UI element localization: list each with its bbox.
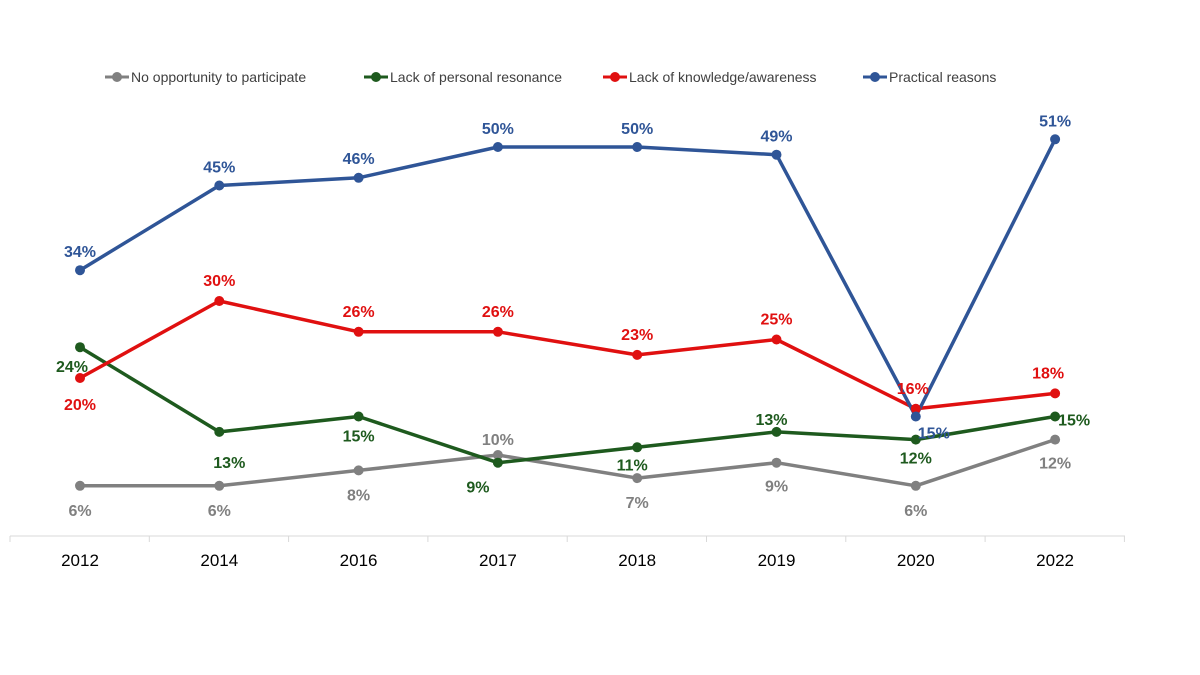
data-point — [492, 142, 503, 152]
data-point — [632, 142, 643, 152]
data-label: 49% — [760, 129, 792, 146]
data-label: 13% — [213, 455, 245, 472]
data-point — [492, 326, 503, 337]
data-point — [492, 457, 503, 468]
x-tick-label: 2012 — [61, 551, 99, 570]
data-label: 26% — [343, 304, 375, 321]
data-point — [214, 480, 225, 491]
data-label: 13% — [755, 412, 787, 429]
x-tick-label: 2022 — [1036, 551, 1074, 570]
data-label: 26% — [482, 304, 514, 321]
data-point — [771, 149, 782, 160]
x-axis: 2012 2014 2016 2017 2018 2019 2020 2022 — [9, 535, 1125, 570]
legend: No opportunity to participate Lack of per… — [105, 69, 996, 85]
data-point — [492, 450, 503, 460]
data-point — [1050, 411, 1061, 422]
legend-entry: No opportunity to participate — [131, 69, 306, 85]
series-line — [79, 299, 1056, 411]
data-label: 6% — [208, 503, 231, 520]
data-label: 6% — [904, 503, 927, 520]
data-label: 50% — [621, 121, 653, 138]
data-label: 34% — [64, 244, 96, 261]
data-point — [632, 349, 643, 360]
data-labels: 6% 6% 8% 10% 7% 9% 6% 12% 24% 13% 15% 9% 11% 13% 12% 15… — [56, 113, 1090, 520]
data-point — [75, 265, 85, 276]
data-label: 25% — [760, 312, 792, 329]
data-label: 10% — [482, 432, 514, 449]
data-label: 6% — [68, 503, 91, 520]
data-label: 15% — [918, 426, 950, 443]
legend-marker — [112, 72, 122, 82]
data-point — [214, 426, 225, 437]
legend-entry: Lack of personal resonance — [390, 69, 562, 85]
data-label: 23% — [621, 327, 653, 344]
series-line — [79, 345, 1056, 465]
data-label: 24% — [56, 359, 88, 376]
x-tick-label: 2018 — [618, 551, 656, 570]
legend-marker — [371, 72, 381, 82]
data-point — [910, 480, 921, 491]
data-label: 15% — [1058, 413, 1090, 430]
data-label: 12% — [900, 451, 932, 468]
series-points — [75, 134, 1061, 491]
data-point — [353, 465, 364, 476]
data-label: 50% — [482, 121, 514, 138]
x-tick-label: 2016 — [340, 551, 378, 570]
data-label: 12% — [1039, 456, 1071, 473]
legend-entry: Lack of knowledge/awareness — [629, 69, 817, 85]
data-point — [910, 403, 921, 414]
data-label: 45% — [203, 160, 235, 177]
legend-marker — [870, 72, 880, 82]
data-label: 7% — [626, 495, 649, 512]
data-label: 9% — [765, 479, 788, 496]
legend-entry: Practical reasons — [889, 69, 996, 85]
data-point — [1050, 134, 1061, 145]
data-label: 16% — [897, 381, 929, 398]
data-label: 9% — [466, 480, 489, 497]
data-point — [1050, 388, 1061, 399]
data-point — [214, 180, 225, 191]
data-point — [910, 411, 921, 422]
data-point — [353, 411, 364, 422]
data-label: 20% — [64, 397, 96, 414]
data-label: 8% — [347, 487, 370, 504]
legend-marker — [610, 72, 620, 82]
data-label: 11% — [617, 457, 648, 474]
data-point — [910, 434, 921, 445]
series-line — [80, 437, 1056, 488]
data-point — [214, 296, 225, 306]
data-label: 30% — [203, 273, 235, 290]
data-point — [632, 473, 643, 484]
x-tick-label: 2020 — [897, 551, 935, 570]
data-label: 18% — [1032, 365, 1064, 382]
data-label: 46% — [343, 151, 375, 168]
data-point — [771, 426, 782, 437]
data-point — [771, 457, 782, 468]
x-tick-label: 2019 — [758, 551, 796, 570]
data-point — [771, 334, 782, 345]
data-point — [353, 172, 364, 183]
data-point — [75, 342, 85, 353]
series-line — [79, 138, 1057, 419]
data-point — [75, 373, 85, 383]
data-label: 51% — [1039, 113, 1071, 130]
series-lines — [79, 138, 1057, 488]
data-point — [75, 480, 85, 491]
data-point — [353, 326, 364, 337]
data-label: 15% — [343, 429, 375, 446]
data-point — [1050, 434, 1061, 445]
x-tick-label: 2017 — [479, 551, 517, 570]
x-tick-label: 2014 — [200, 551, 238, 570]
data-point — [632, 442, 643, 453]
